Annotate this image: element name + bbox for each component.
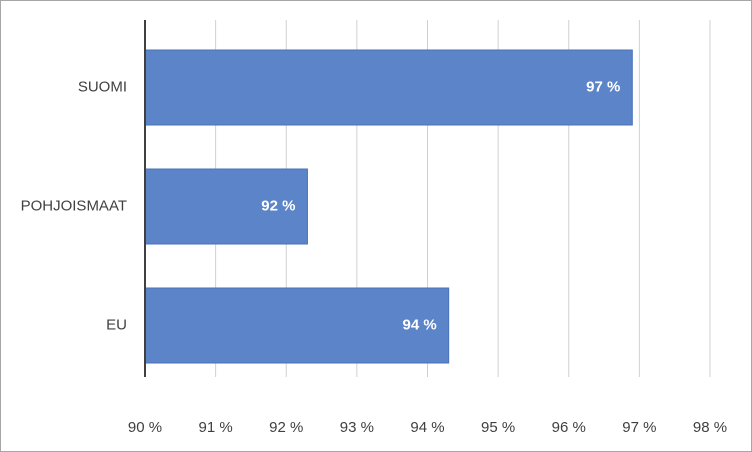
x-tick-label: 96 % [552,419,586,436]
category-label: SUOMI [78,78,127,95]
x-tick-label: 98 % [693,419,727,436]
x-tick-label: 94 % [410,419,444,436]
x-tick-label: 91 % [199,419,233,436]
value-label: 97 % [586,78,620,95]
x-tick-label: 90 % [128,419,162,436]
x-tick-label: 93 % [340,419,374,436]
bar [144,49,633,126]
value-label: 94 % [402,316,436,333]
x-tick-label: 92 % [269,419,303,436]
x-tick-label: 95 % [481,419,515,436]
x-tick-label: 97 % [622,419,656,436]
category-label: POHJOISMAAT [21,197,127,214]
bar [144,287,450,364]
category-label: EU [106,316,127,333]
bar [144,168,308,245]
value-label: 92 % [261,197,295,214]
